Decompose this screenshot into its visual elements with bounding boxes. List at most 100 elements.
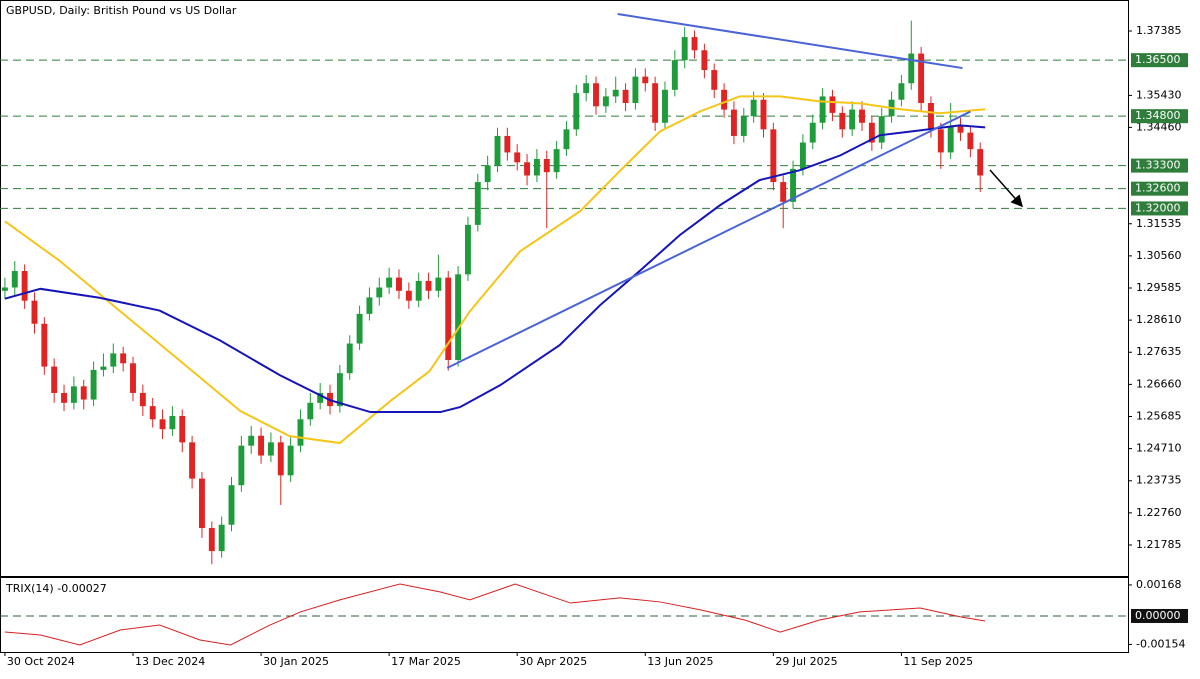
candle-body [701, 50, 708, 71]
candle-body [336, 373, 343, 407]
candle-body [139, 392, 146, 407]
x-tick-label: 29 Jul 2025 [775, 655, 837, 668]
candle-body [780, 182, 787, 202]
level-label: 1.32600 [1135, 182, 1181, 195]
candle-body [524, 162, 531, 176]
candle-body [297, 419, 304, 446]
level-label: 1.32000 [1135, 201, 1181, 214]
candle-body [376, 287, 383, 298]
candle-body [878, 116, 885, 143]
candle-body [593, 83, 599, 107]
candle-body [396, 277, 402, 291]
candle-body [819, 96, 826, 123]
indicator-line [4, 583, 986, 646]
candle-body [228, 485, 235, 525]
candle-body [366, 297, 373, 314]
candle-body [179, 416, 186, 443]
level-label: 1.34800 [1135, 109, 1181, 122]
candle-body [514, 152, 521, 163]
candle-body [1, 287, 8, 291]
candle-body [573, 93, 580, 130]
candle-body [189, 442, 196, 479]
candle-body [445, 277, 452, 360]
candle-body [90, 369, 97, 400]
candle-body [563, 129, 570, 150]
y-tick-label: 1.22760 [1136, 506, 1182, 519]
trendline [446, 110, 971, 369]
candle-body [740, 116, 747, 136]
candle-body [721, 89, 728, 110]
candle-body [287, 445, 294, 476]
indicator-y-tick-label: -0.00154 [1136, 637, 1185, 650]
candle-body [662, 89, 668, 123]
candle-body [859, 109, 865, 123]
candle-body [110, 353, 117, 367]
level-label-box [1131, 109, 1188, 124]
candle-body [267, 442, 274, 456]
candle-body [908, 53, 915, 84]
candle-body [642, 76, 649, 84]
candle-body [711, 70, 718, 90]
candle-body [947, 126, 954, 153]
candle-body [691, 37, 698, 51]
candle-body [149, 406, 156, 420]
candle-body [839, 112, 846, 130]
candle-body [583, 83, 590, 94]
indicator-level-box [1131, 608, 1188, 623]
chart-title: GBPUSD, Daily: British Pound vs US Dolla… [6, 4, 237, 17]
y-tick-label: 1.31535 [1136, 217, 1182, 230]
y-tick-label: 1.26660 [1136, 377, 1182, 390]
y-tick-label: 1.37385 [1136, 24, 1182, 37]
candle-body [100, 366, 107, 370]
candle-body [80, 386, 87, 400]
candle-body [553, 149, 560, 173]
indicator-current: -0.00027 [57, 582, 106, 595]
forecast-arrow [989, 169, 1023, 208]
x-tick-label: 17 Mar 2025 [391, 655, 461, 668]
candle-body [652, 83, 659, 123]
candle-body [11, 271, 18, 288]
indicator-label: TRIX(14) -0.00027 [5, 582, 107, 595]
candle-body [356, 313, 363, 344]
candle-body [504, 135, 511, 153]
candle-body [829, 96, 836, 113]
candle-body [248, 435, 255, 446]
level-label-box [1131, 181, 1188, 196]
candle-body [533, 159, 540, 176]
candle-body [464, 224, 471, 275]
candle-body [967, 132, 974, 150]
candle-body [681, 37, 688, 61]
candle-body [474, 182, 481, 225]
y-tick-label: 1.29585 [1136, 281, 1182, 294]
moving-average [4, 95, 986, 445]
candle-body [602, 96, 609, 107]
candle-body [425, 280, 432, 291]
candle-body [632, 76, 639, 103]
candle-body [386, 277, 393, 288]
indicator-name: TRIX(14) [5, 582, 54, 595]
x-tick-label: 30 Jan 2025 [263, 655, 329, 668]
candle-body [346, 343, 353, 374]
candle-body [484, 165, 491, 183]
y-tick-label: 1.35430 [1136, 88, 1182, 101]
level-label-box [1131, 53, 1188, 68]
candle-body [730, 109, 737, 136]
level-label: 1.36500 [1135, 53, 1181, 66]
candle-body [70, 386, 77, 403]
candle-body [199, 478, 205, 529]
y-tick-label: 1.30560 [1136, 249, 1182, 262]
candle-body [957, 126, 964, 133]
candle-body [258, 435, 265, 456]
candle-body [415, 280, 422, 301]
y-tick-label: 1.21785 [1136, 538, 1182, 551]
trendline [617, 13, 963, 70]
candle-body [208, 528, 215, 552]
x-tick-label: 11 Sep 2025 [903, 655, 973, 668]
x-tick-label: 30 Apr 2025 [519, 655, 587, 668]
candle-body [130, 363, 136, 393]
candle-body [405, 290, 412, 301]
candle-body [928, 102, 934, 130]
candle-body [51, 366, 58, 393]
y-tick-label: 1.24710 [1136, 442, 1182, 455]
